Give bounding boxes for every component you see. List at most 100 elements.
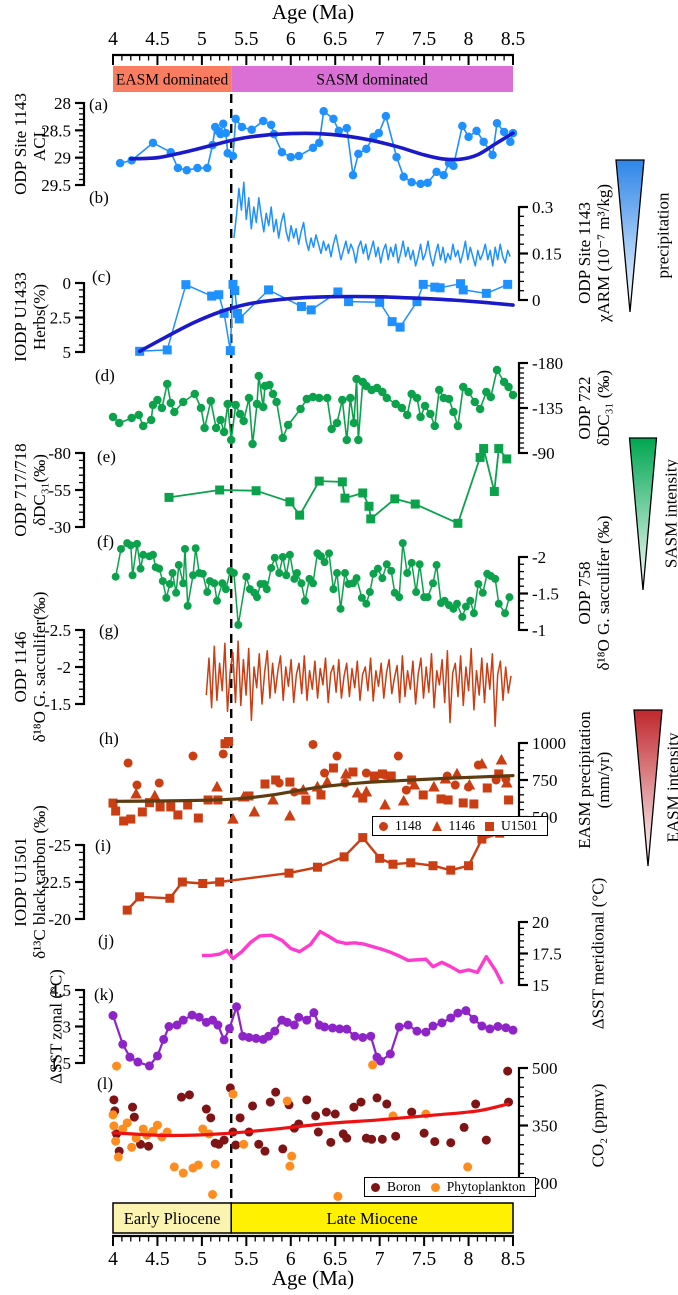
series-ACL-marker bbox=[294, 151, 304, 161]
series-d18O-marker bbox=[174, 561, 183, 570]
series-ACL-marker bbox=[148, 138, 158, 148]
series-dD-C31-marker bbox=[502, 454, 512, 464]
panel-j-tick-label: 17.5 bbox=[532, 945, 562, 964]
panel-d-tick-label: -180 bbox=[532, 354, 563, 373]
series-d18O-marker bbox=[325, 549, 333, 558]
series-d18O-marker bbox=[378, 574, 387, 583]
series-d18O-marker bbox=[210, 579, 219, 588]
series-SST-zonal-gradient-marker bbox=[144, 1061, 154, 1071]
panel-g-tick-label: -1.5 bbox=[44, 695, 71, 714]
series-Phytoplankton-marker bbox=[282, 1096, 292, 1106]
series-1146-marker bbox=[397, 794, 410, 806]
series-dD-C31-marker bbox=[420, 401, 430, 411]
series-Herbs-marker bbox=[458, 285, 468, 295]
series-d18O-marker bbox=[285, 550, 294, 559]
phytoplankton-marker-icon bbox=[430, 1182, 440, 1192]
bottom-band-label-1: Late Miocene bbox=[327, 1209, 418, 1228]
series-Boron-marker bbox=[471, 1099, 481, 1109]
series-Phytoplankton-marker bbox=[109, 1121, 119, 1131]
series-d18O-marker bbox=[267, 563, 276, 572]
panel-e-tick-label: -55 bbox=[48, 481, 71, 500]
series-Boron-marker bbox=[430, 1137, 440, 1147]
series-dD-C31-marker bbox=[416, 412, 425, 422]
series-1148-marker bbox=[308, 739, 318, 749]
series-ACL-marker bbox=[492, 118, 502, 128]
series-1148-marker bbox=[332, 751, 342, 761]
series-U1501-marker bbox=[137, 807, 147, 817]
series-ACL-marker bbox=[399, 172, 408, 182]
series-d18O-marker bbox=[398, 539, 407, 548]
series-Boron-marker bbox=[342, 1133, 352, 1143]
series-Phytoplankton-marker bbox=[198, 1124, 208, 1134]
series-SST-zonal-gradient-marker bbox=[385, 1049, 395, 1059]
bottom-axis-tick-label: 5 bbox=[197, 1249, 207, 1270]
series-Phytoplankton-marker bbox=[239, 1139, 249, 1149]
series-SST-zonal-gradient-marker bbox=[461, 1006, 471, 1016]
series-dD-C31-marker bbox=[206, 396, 216, 406]
series-dD-C31-marker bbox=[164, 492, 174, 502]
series-U1501-marker bbox=[458, 798, 468, 808]
series-Phytoplankton-marker bbox=[193, 1160, 203, 1170]
series-SST-zonal-gradient-marker bbox=[251, 1033, 261, 1043]
series-dD-C31-marker bbox=[378, 387, 387, 397]
series-dD-C31-marker bbox=[215, 485, 225, 495]
series-Boron-marker bbox=[231, 1140, 241, 1150]
series-1148-marker bbox=[218, 749, 228, 759]
series-dD-C31-marker bbox=[453, 518, 463, 528]
series-1148-marker bbox=[132, 780, 142, 790]
series-Boron-marker bbox=[419, 1128, 429, 1138]
series-d18O-marker bbox=[278, 553, 287, 561]
series-ACL-marker bbox=[439, 170, 448, 180]
series-d18O-marker bbox=[309, 579, 317, 588]
series-1146-marker bbox=[284, 809, 296, 821]
series-SST-zonal-gradient-marker bbox=[224, 1023, 234, 1033]
series-dD-C31-marker bbox=[412, 393, 422, 403]
series-dD-C31-marker bbox=[134, 410, 144, 420]
series-U1501-marker bbox=[271, 775, 281, 785]
bottom-axis-tick-label: 4.5 bbox=[145, 1249, 169, 1270]
series-Boron-marker bbox=[311, 1111, 321, 1121]
top-axis-tick-label: 4.5 bbox=[145, 29, 169, 50]
series-dD-C31-marker bbox=[244, 393, 254, 403]
panel-letter-d: (d) bbox=[95, 366, 115, 385]
series-Herbs-marker bbox=[207, 291, 217, 301]
series-SST-zonal-gradient-marker bbox=[421, 1027, 431, 1037]
series-U1501-marker bbox=[119, 816, 129, 826]
series-d18O-marker bbox=[357, 593, 366, 602]
series-Phytoplankton-marker bbox=[287, 1151, 297, 1161]
series-SST-zonal-gradient-marker bbox=[485, 1024, 495, 1034]
top-axis-tick-label: 5.5 bbox=[234, 29, 258, 50]
series-SST-zonal-gradient-marker bbox=[133, 1057, 143, 1067]
series-dD-C31-marker bbox=[486, 392, 496, 402]
series-U1501-marker bbox=[301, 795, 311, 805]
series-Herbs-marker bbox=[230, 286, 240, 296]
series-1146-marker bbox=[451, 767, 463, 779]
series-d13C-black-carbon-marker bbox=[284, 868, 294, 878]
series-U1501-marker bbox=[126, 814, 136, 824]
series-d18O-marker bbox=[461, 602, 470, 611]
series-1146-marker bbox=[130, 787, 142, 799]
series-SST-zonal-gradient-marker bbox=[294, 1012, 304, 1022]
series-d18O-marker bbox=[128, 571, 137, 580]
series-ACL-marker bbox=[381, 111, 391, 121]
bottom-axis-tick-label: 8.5 bbox=[501, 1249, 525, 1270]
series-SST-zonal-gradient-marker bbox=[477, 1021, 487, 1031]
series-d18O-marker bbox=[301, 596, 309, 605]
series-SST-zonal-gradient-marker bbox=[125, 1052, 135, 1062]
series-dD-C31-marker bbox=[475, 404, 485, 414]
series-U1501-marker bbox=[418, 790, 428, 800]
series-d13C-black-carbon-marker bbox=[135, 892, 145, 902]
series-SST-zonal-gradient-marker bbox=[187, 1010, 197, 1020]
series-1148-marker bbox=[188, 751, 198, 761]
panel-c-tick-label: 0 bbox=[63, 274, 72, 293]
series-dD-C31-marker bbox=[508, 390, 518, 400]
series-d18O-marker bbox=[221, 585, 230, 594]
series-Boron-marker bbox=[176, 1092, 186, 1102]
series-ACL-marker bbox=[354, 149, 363, 159]
series-SST-zonal-gradient-marker bbox=[350, 1031, 360, 1041]
series-Boron-marker bbox=[144, 1141, 154, 1151]
series-Boron-marker bbox=[206, 1113, 216, 1123]
panel-letter-a: (a) bbox=[89, 95, 108, 114]
series-dD-C31-marker bbox=[479, 444, 489, 454]
series-d18O-marker bbox=[155, 564, 164, 573]
